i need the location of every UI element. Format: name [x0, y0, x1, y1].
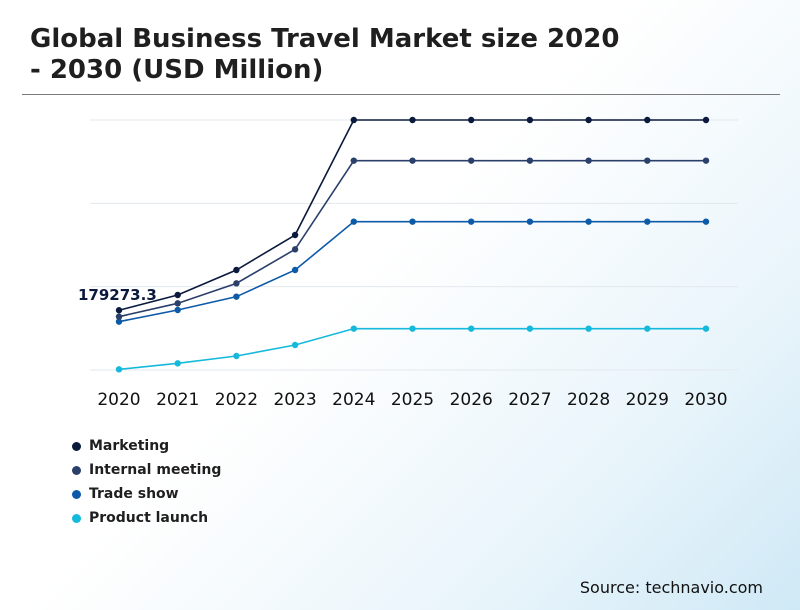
title-divider	[22, 94, 780, 95]
data-point	[233, 293, 240, 300]
legend-label: Internal meeting	[89, 462, 222, 478]
data-point	[526, 325, 534, 332]
data-point	[115, 318, 123, 325]
data-point	[350, 116, 357, 124]
data-point	[409, 218, 416, 225]
data-point	[115, 313, 123, 320]
data-point	[526, 157, 534, 164]
series-line-marketing	[118, 119, 706, 312]
x-tick-label: 2025	[391, 390, 434, 410]
data-point	[409, 116, 416, 124]
data-point	[585, 157, 592, 164]
data-point	[174, 360, 181, 367]
x-tick-label: 2024	[332, 390, 375, 410]
x-tick-label: 2030	[684, 390, 727, 410]
data-label: 179273.3	[78, 286, 157, 304]
legend-item-marketing: Marketing	[72, 434, 221, 458]
data-point	[174, 291, 181, 299]
data-point	[233, 352, 240, 360]
x-tick-label: 2020	[97, 390, 140, 410]
x-tick-label: 2023	[273, 390, 316, 410]
legend-marker-icon	[72, 489, 81, 499]
data-point	[585, 218, 592, 225]
data-point	[644, 157, 651, 164]
data-point	[291, 246, 299, 253]
data-point	[468, 157, 475, 164]
data-point	[702, 218, 710, 225]
data-point	[526, 116, 534, 124]
data-point	[409, 325, 416, 332]
data-point	[350, 157, 357, 164]
legend-marker-icon	[72, 441, 81, 451]
source-credit: Source: technavio.com	[579, 578, 763, 597]
data-point	[526, 218, 534, 225]
data-point	[702, 325, 710, 332]
legend-item-product-launch: Product launch	[72, 506, 221, 530]
legend-label: Trade show	[89, 486, 179, 502]
data-point	[468, 325, 475, 332]
chart-legend: Marketing Internal meeting Trade show Pr…	[72, 434, 221, 530]
data-point	[644, 218, 651, 225]
data-point	[174, 306, 181, 314]
series-line-trade-show	[118, 220, 706, 323]
legend-marker-icon	[72, 465, 81, 475]
legend-item-trade-show: Trade show	[72, 482, 221, 506]
data-point	[585, 325, 592, 332]
data-point	[291, 231, 299, 239]
chart-title-line-1: Global Business Travel Market size 2020	[30, 24, 620, 54]
legend-item-internal-meeting: Internal meeting	[72, 458, 221, 482]
data-point	[233, 280, 240, 287]
chart-title: Global Business Travel Market size 2020 …	[30, 24, 730, 86]
data-point	[702, 116, 710, 124]
data-point	[702, 157, 710, 164]
data-point	[468, 116, 475, 124]
series-line-product-launch	[118, 327, 706, 371]
data-point	[174, 300, 181, 307]
x-tick-label: 2027	[508, 390, 551, 410]
legend-label: Product launch	[89, 510, 209, 526]
data-point	[644, 116, 651, 124]
data-point	[291, 266, 299, 274]
data-point	[409, 157, 416, 164]
x-tick-label: 2021	[156, 390, 199, 410]
data-point	[115, 366, 123, 373]
data-point	[350, 325, 357, 332]
legend-label: Marketing	[89, 438, 170, 454]
x-tick-label: 2028	[567, 390, 610, 410]
data-point	[350, 218, 357, 225]
data-point	[291, 341, 299, 349]
series-line-internal-meeting	[118, 159, 706, 318]
data-point	[115, 307, 123, 314]
data-point	[233, 266, 240, 274]
legend-marker-icon	[72, 513, 81, 523]
data-point	[644, 325, 651, 332]
data-point	[468, 218, 475, 225]
x-tick-label: 2029	[626, 390, 669, 410]
chart-title-line-2: - 2030 (USD Million)	[30, 55, 324, 85]
x-tick-label: 2026	[450, 390, 493, 410]
data-point	[585, 116, 592, 124]
x-tick-label: 2022	[215, 390, 258, 410]
